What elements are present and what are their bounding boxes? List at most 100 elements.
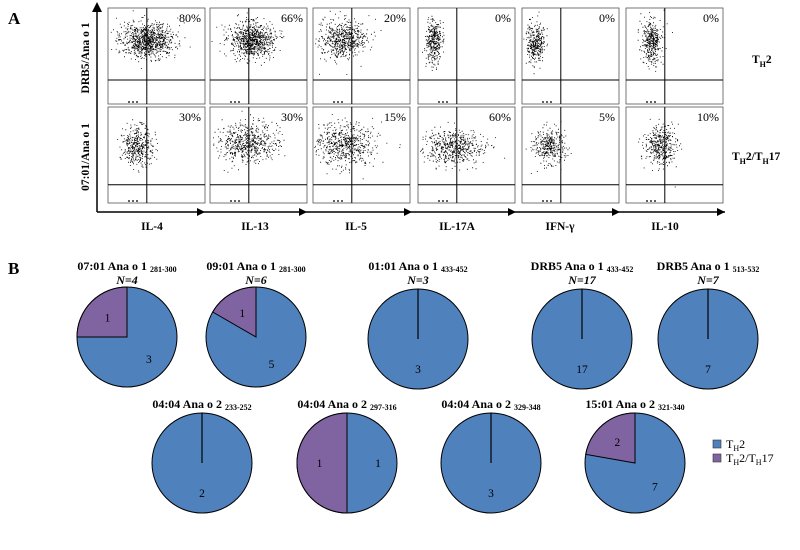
legend-item: TH2/TH17: [712, 451, 774, 467]
pie-title: 04:04 Ana o 2 233-252: [152, 397, 251, 412]
flow-dots: [525, 121, 572, 174]
flow-dot-cloud: [637, 9, 673, 72]
percent-label: 30%: [179, 110, 201, 124]
pie-title-text: DRB5 Ana o 1: [657, 259, 730, 273]
percent-label: 0%: [495, 11, 511, 25]
label-part: T: [732, 151, 740, 163]
flow-plot: 30%: [209, 106, 308, 204]
x-axis-arrow: [299, 208, 307, 216]
pie-title: DRB5 Ana o 1 433-452: [531, 259, 634, 274]
flow-dot-cloud: [525, 121, 572, 174]
flow-dots: [211, 12, 285, 66]
pie-slice-label: 2: [199, 488, 205, 500]
flow-plot-frame: [417, 106, 516, 204]
flow-dot-cloud: [211, 12, 285, 66]
y-axis-label: 07:01/Ana o 1: [80, 123, 92, 191]
flow-plot: 66%: [209, 7, 308, 105]
flow-dot-cloud: [420, 121, 506, 171]
flow-plot: 20%: [312, 7, 411, 105]
pie-title-text: 01:01 Ana o 1: [368, 259, 438, 273]
pie-slice-th2-th17: [76, 286, 128, 338]
legend-subscript: H: [756, 458, 762, 467]
pie-slice-label: 7: [705, 364, 711, 376]
label-part: T: [752, 54, 760, 66]
pie-title-range: 297-316: [370, 403, 397, 412]
pie-slice-th2-th17: [212, 286, 257, 338]
label-subscript: H: [740, 157, 747, 166]
flow-dot-cloud: [110, 10, 191, 69]
pie-title: 09:01 Ana o 1 281-300: [206, 259, 305, 274]
flow-dot-cloud: [422, 15, 445, 71]
pie-title-range: 433-452: [607, 265, 634, 274]
flow-plot: 0%: [521, 7, 620, 105]
flow-plot: 15%: [312, 106, 411, 204]
pie-slice-label: 17: [576, 364, 588, 376]
pie-title: DRB5 Ana o 1 513-532: [657, 259, 760, 274]
pie-title-text: 15:01 Ana o 2: [585, 397, 655, 411]
pie-n-label: N=7: [696, 273, 720, 287]
x-axis-arrow: [508, 208, 516, 216]
pie-title-range: 433-452: [441, 265, 468, 274]
x-axis-label: IL-10: [651, 221, 679, 233]
flow-dots: [523, 11, 548, 75]
x-axis-arrow: [717, 208, 725, 216]
legend-subscript: H: [733, 458, 739, 467]
pie-title: 04:04 Ana o 2 329-348: [441, 397, 540, 412]
x-axis-label: IL-5: [345, 221, 367, 233]
pie-title: 01:01 Ana o 1 433-452: [368, 259, 467, 274]
panel-a-label: A: [8, 9, 21, 28]
legend-item: TH2: [712, 437, 745, 453]
pie-n-label: N=17: [567, 273, 597, 287]
percent-label: 5%: [599, 110, 615, 124]
pie-title-range: 513-532: [733, 265, 760, 274]
flow-dots: [638, 118, 683, 188]
percent-label: 60%: [489, 110, 511, 124]
x-axis-arrow: [612, 208, 620, 216]
flow-dot-cloud: [523, 11, 548, 75]
x-axis-arrow: [197, 208, 205, 216]
pie-slice-label: 1: [317, 458, 323, 470]
row-label-th2: TH2: [752, 54, 772, 69]
pie-title-text: 04:04 Ana o 2: [297, 397, 367, 411]
flow-plot-frame: [625, 7, 724, 105]
pie-slice-label: 3: [146, 354, 152, 366]
percent-label: 66%: [281, 11, 303, 25]
x-axis-label: IFN-γ: [545, 221, 575, 233]
flow-plot: 30%: [107, 106, 206, 204]
flow-dots: [315, 10, 382, 75]
pie-slice-label: 2: [614, 437, 620, 449]
flow-plot: 60%: [417, 106, 516, 204]
pie-slice-th2-th17: [585, 412, 636, 464]
flow-plot-frame: [521, 7, 620, 105]
panel-b-label: B: [8, 259, 19, 278]
percent-label: 0%: [703, 11, 719, 25]
label-part: 2/T: [746, 151, 763, 163]
pie-slice-label: 7: [652, 482, 658, 494]
label-part: 2: [766, 54, 772, 66]
pie-slice-label: 1: [239, 308, 245, 320]
flow-plot: 0%: [417, 7, 516, 105]
pie-slice-label: 1: [105, 313, 111, 325]
flow-plot-frame: [521, 106, 620, 204]
x-axis-arrow: [404, 208, 412, 216]
flow-plot-frame: [107, 106, 206, 204]
percent-label: 10%: [697, 110, 719, 124]
percent-label: 30%: [281, 110, 303, 124]
flow-dot-cloud: [315, 10, 382, 75]
pie-n-label: N=3: [406, 273, 429, 287]
flow-plot: 10%: [625, 106, 724, 204]
pie-title-range: 233-252: [225, 403, 252, 412]
pie-title-range: 321-340: [658, 403, 685, 412]
flow-plot: 0%: [625, 7, 724, 105]
flow-dots: [213, 110, 286, 173]
flow-dots: [422, 15, 445, 71]
